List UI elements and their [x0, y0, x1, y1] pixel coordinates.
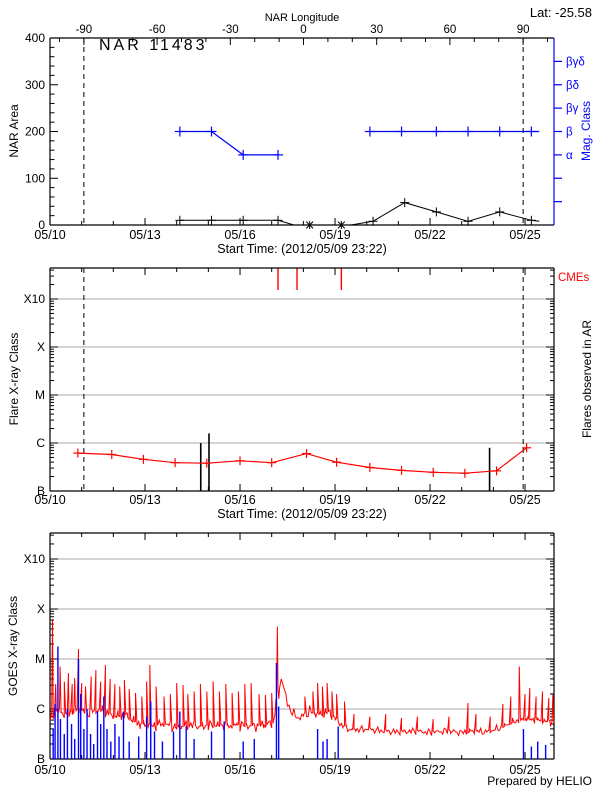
- svg-text:05/16: 05/16: [224, 493, 255, 507]
- event-spikes: [52, 646, 547, 759]
- svg-text:05/19: 05/19: [319, 228, 350, 242]
- goes-class-axis-label: GOES X-ray Class: [6, 595, 20, 697]
- svg-text:60: 60: [444, 24, 457, 36]
- nar-area-axis-label: NAR Area: [7, 104, 21, 158]
- svg-text:200: 200: [25, 125, 45, 139]
- svg-text:0: 0: [38, 218, 45, 232]
- svg-text:400: 400: [25, 31, 45, 45]
- svg-text:X: X: [37, 340, 45, 354]
- mag-class-axis: αβ βγ βδ βγδ Mag. Class: [554, 56, 593, 203]
- svg-text:05/13: 05/13: [129, 493, 160, 507]
- top-axis-title: NAR Longitude: [264, 12, 340, 24]
- svg-text:05/19: 05/19: [319, 493, 350, 507]
- svg-text:-60: -60: [149, 24, 166, 36]
- svg-text:C: C: [36, 702, 45, 716]
- flare-class-axis-label: Flare X-ray Class: [7, 332, 21, 426]
- svg-text:05/19: 05/19: [319, 763, 350, 777]
- svg-text:05/25: 05/25: [509, 493, 540, 507]
- svg-text:05/22: 05/22: [414, 228, 445, 242]
- svg-text:X10: X10: [24, 292, 46, 306]
- svg-text:0: 0: [300, 24, 306, 36]
- svg-text:05/10: 05/10: [34, 493, 65, 507]
- latitude-label: Lat: -25.58: [529, 5, 592, 20]
- svg-text:05/16: 05/16: [224, 228, 255, 242]
- svg-text:βγ: βγ: [566, 103, 579, 115]
- start-time-label-middle: Start Time: (2012/05/09 23:22): [217, 507, 387, 521]
- page-title: NAR 11483: [99, 37, 208, 54]
- svg-text:βγδ: βγδ: [566, 56, 585, 68]
- goes-flux-curve: [49, 618, 555, 737]
- goes-panel: B C M X X10 05/10 05/13 05/16 05/19 05/22 05/25: [24, 532, 555, 777]
- svg-text:M: M: [35, 388, 45, 402]
- nar-area-series: [175, 198, 540, 229]
- svg-text:-30: -30: [222, 24, 239, 36]
- svg-text:M: M: [35, 652, 45, 666]
- svg-text:05/22: 05/22: [414, 763, 445, 777]
- svg-text:X: X: [37, 602, 45, 616]
- flares-observed-label: Flares observed in AR: [580, 319, 594, 439]
- svg-text:05/13: 05/13: [129, 763, 160, 777]
- svg-text:-90: -90: [76, 24, 93, 36]
- svg-text:05/10: 05/10: [34, 228, 65, 242]
- svg-text:C: C: [36, 436, 45, 450]
- svg-text:X10: X10: [24, 552, 46, 566]
- svg-text:B: B: [37, 752, 45, 766]
- svg-text:05/25: 05/25: [509, 763, 540, 777]
- svg-text:05/10: 05/10: [34, 763, 65, 777]
- svg-text:B: B: [37, 484, 45, 498]
- start-time-label-top: Start Time: (2012/05/09 23:22): [217, 242, 387, 256]
- svg-text:05/25: 05/25: [509, 228, 540, 242]
- svg-text:05/22: 05/22: [414, 493, 445, 507]
- flare-panel: B C M X X10 05/10 05/13 05/16 05/19 05/22 05/25: [24, 267, 555, 507]
- svg-text:βδ: βδ: [566, 80, 579, 92]
- mag-class-series: [174, 126, 540, 160]
- svg-text:300: 300: [25, 78, 45, 92]
- prepared-by-label: Prepared by HELIO: [487, 774, 592, 788]
- svg-text:α: α: [566, 150, 573, 162]
- cmes-label: CMEs: [558, 272, 590, 284]
- flare-series: [73, 443, 532, 478]
- svg-text:100: 100: [25, 171, 45, 185]
- svg-text:90: 90: [517, 24, 530, 36]
- svg-text:05/13: 05/13: [129, 228, 160, 242]
- svg-text:05/16: 05/16: [224, 763, 255, 777]
- svg-text:Mag. Class: Mag. Class: [579, 101, 593, 161]
- svg-text:β: β: [566, 127, 573, 139]
- svg-text:30: 30: [370, 24, 383, 36]
